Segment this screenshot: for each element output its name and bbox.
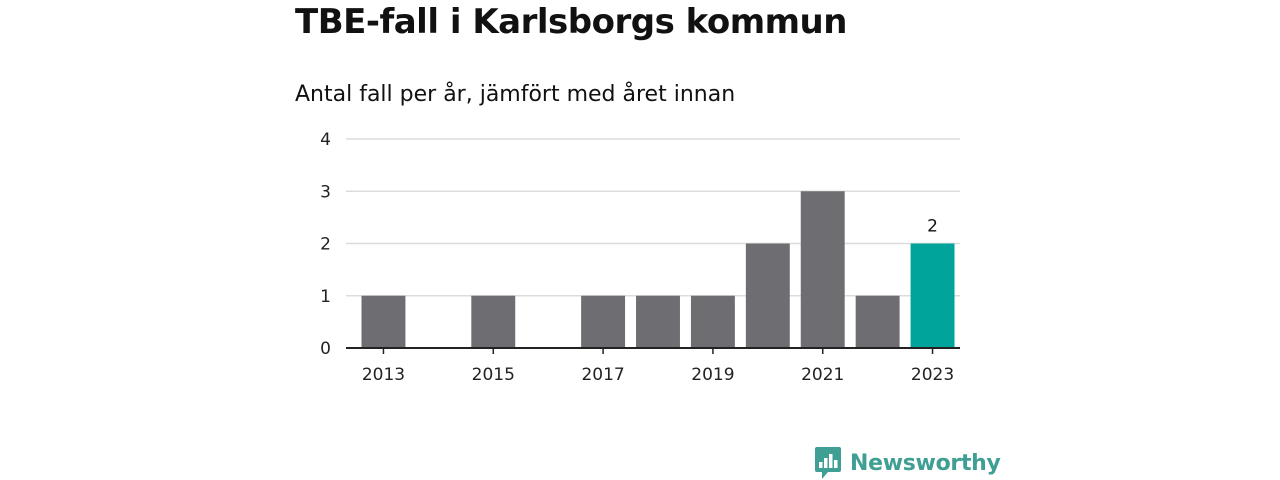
y-tick-label: 2: [320, 235, 331, 255]
x-tick-label: 2019: [691, 365, 734, 385]
y-tick-label: 0: [320, 339, 331, 359]
chart-title: TBE-fall i Karlsborgs kommun: [295, 2, 847, 42]
x-tick-label: 2013: [362, 365, 405, 385]
bar-2017: [581, 295, 626, 348]
bar-2015: [471, 295, 516, 348]
bar-2020: [745, 243, 790, 348]
bar-2022: [855, 295, 900, 348]
y-tick-label: 4: [320, 130, 331, 150]
bar-2018: [636, 295, 680, 348]
bar-2023: [910, 243, 955, 348]
bar-2013: [361, 295, 406, 348]
x-tick-label: 2023: [911, 365, 954, 385]
brand-logo: Newsworthy: [814, 446, 1001, 480]
data-labels: 2: [927, 217, 938, 237]
data-label-2023: 2: [927, 217, 938, 237]
y-tick-label: 3: [320, 182, 331, 202]
x-tick-label: 2021: [801, 365, 844, 385]
y-axis-ticks: 0 1 2 3 4: [320, 130, 331, 359]
bar-chart: 0 1 2 3 4 2013 2015 2017 2019 2021 2023 2: [320, 130, 960, 385]
x-tick-label: 2015: [472, 365, 515, 385]
y-tick-label: 1: [320, 287, 331, 307]
chart-subtitle: Antal fall per år, jämfört med året inna…: [295, 82, 736, 107]
x-tick-label: 2017: [581, 365, 624, 385]
x-axis-ticks: 2013 2015 2017 2019 2021 2023: [362, 348, 954, 385]
newsworthy-logo-icon: [815, 447, 841, 479]
bars: [361, 191, 955, 348]
bar-2021: [800, 191, 845, 348]
brand-name: Newsworthy: [850, 450, 1001, 476]
grid-lines: [346, 138, 960, 297]
bar-2019: [690, 295, 735, 348]
